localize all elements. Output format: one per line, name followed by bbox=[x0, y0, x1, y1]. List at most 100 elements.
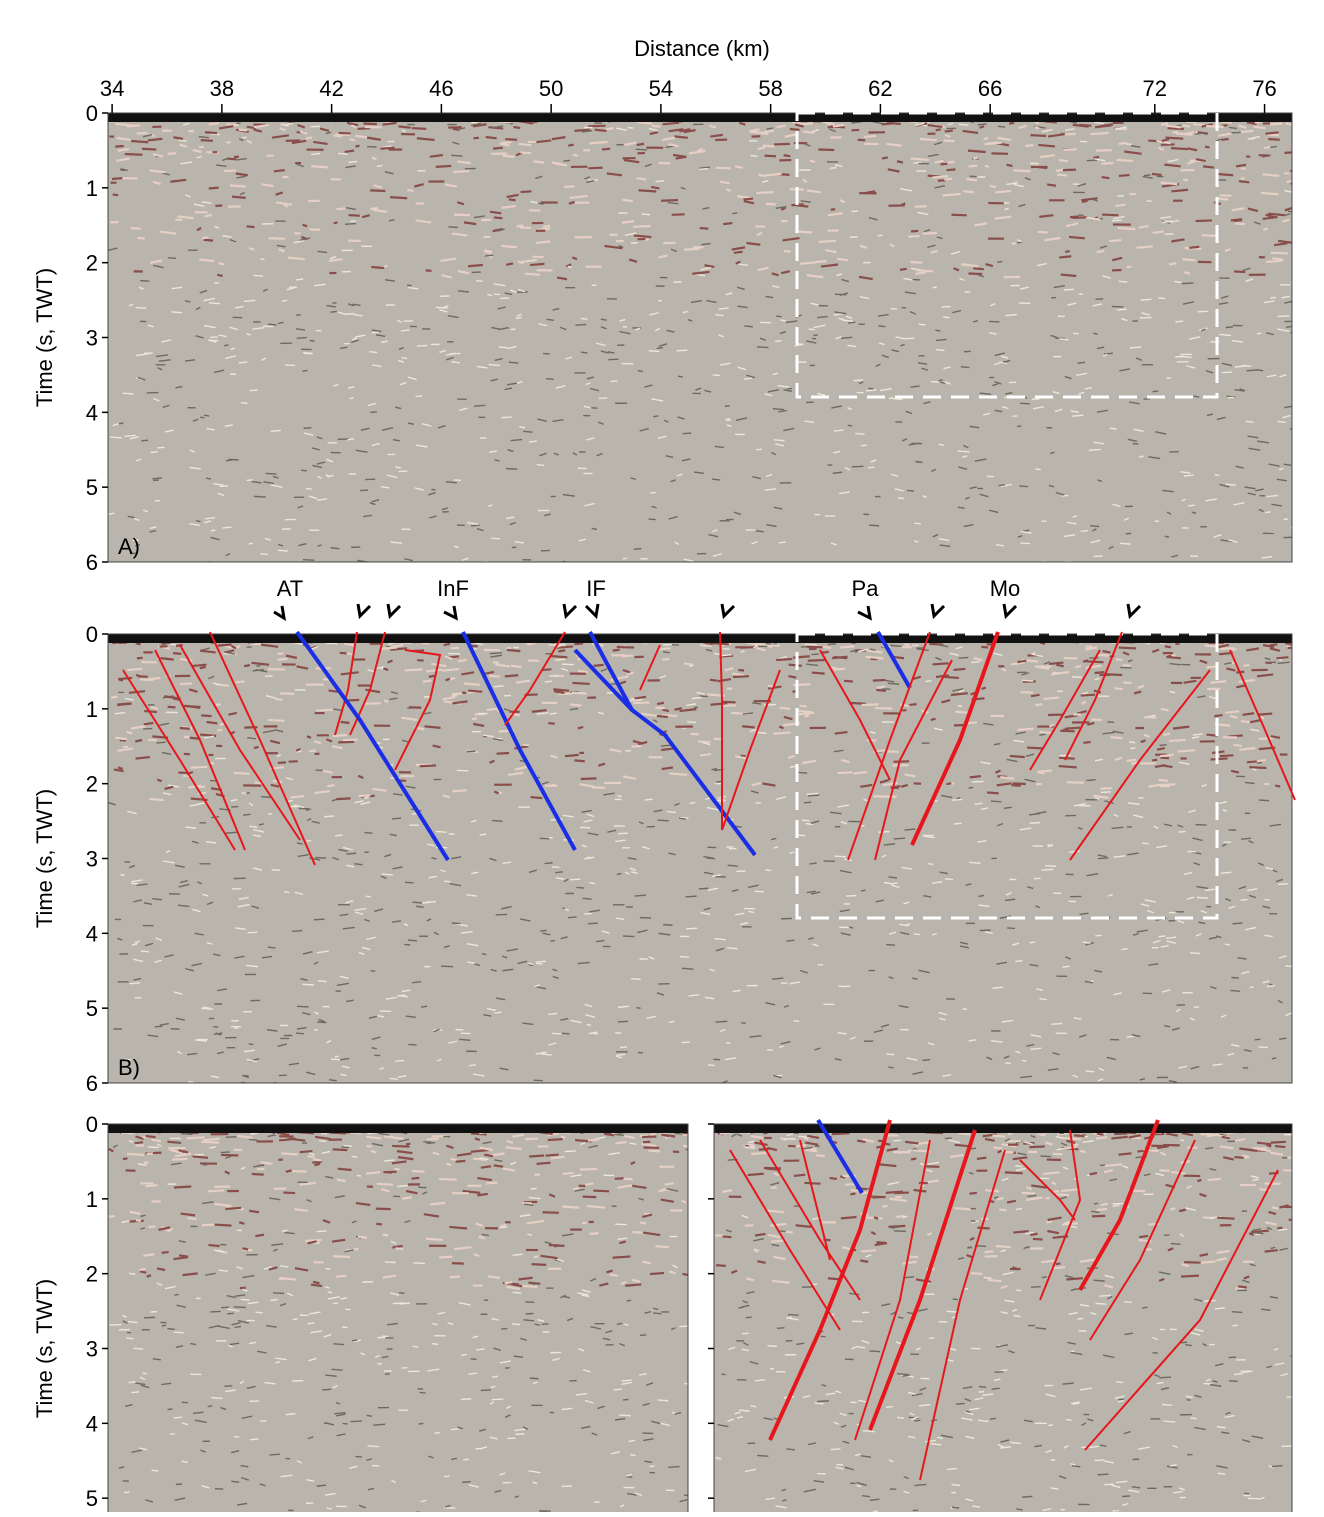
reflector bbox=[183, 1151, 188, 1153]
reflector bbox=[1160, 755, 1174, 756]
reflector bbox=[741, 651, 745, 652]
reflector bbox=[1122, 1496, 1130, 1497]
reflector bbox=[516, 318, 522, 319]
reflector bbox=[345, 314, 355, 315]
reflector bbox=[640, 1222, 646, 1223]
reflector bbox=[426, 1239, 442, 1240]
reflector bbox=[273, 1293, 284, 1294]
reflector bbox=[756, 192, 773, 193]
reflector bbox=[1101, 163, 1113, 164]
reflector bbox=[1053, 673, 1060, 674]
reflector bbox=[685, 896, 696, 897]
seismic-panel bbox=[108, 634, 1303, 1092]
reflector bbox=[234, 1307, 246, 1308]
reflector bbox=[902, 307, 906, 308]
reflector bbox=[548, 1139, 563, 1140]
reflector bbox=[977, 1228, 989, 1229]
reflector bbox=[407, 190, 413, 191]
reflector bbox=[402, 130, 406, 131]
reflector bbox=[127, 669, 142, 670]
reflector bbox=[978, 124, 987, 125]
reflector bbox=[622, 221, 634, 222]
reflector bbox=[249, 1211, 259, 1213]
reflector bbox=[1059, 160, 1068, 161]
reflector bbox=[1022, 680, 1033, 681]
reflector bbox=[1075, 666, 1081, 668]
reflector bbox=[255, 1312, 262, 1313]
reflector bbox=[618, 1021, 628, 1022]
reflector bbox=[371, 267, 384, 268]
reflector bbox=[541, 550, 550, 551]
reflector bbox=[810, 863, 817, 864]
reflector bbox=[209, 123, 219, 124]
reflector bbox=[118, 767, 123, 769]
reflector bbox=[807, 647, 823, 648]
reflector bbox=[187, 1137, 205, 1138]
reflector bbox=[1100, 1295, 1112, 1296]
reflector bbox=[521, 191, 532, 192]
reflector bbox=[561, 1136, 565, 1137]
reflector bbox=[745, 1145, 749, 1146]
reflector bbox=[334, 222, 338, 223]
reflector bbox=[643, 1142, 650, 1143]
reflector bbox=[341, 722, 350, 723]
reflector bbox=[296, 1033, 304, 1034]
reflector bbox=[417, 345, 428, 346]
reflector bbox=[1161, 183, 1178, 185]
reflector bbox=[356, 1456, 363, 1457]
reflector bbox=[276, 1362, 280, 1363]
reflector bbox=[797, 711, 812, 713]
reflector bbox=[270, 1454, 280, 1455]
reflector bbox=[766, 644, 771, 645]
reflector bbox=[894, 1193, 909, 1194]
reflector bbox=[1025, 145, 1033, 146]
reflector bbox=[1188, 505, 1195, 506]
reflector bbox=[529, 1156, 544, 1157]
reflector bbox=[1098, 858, 1108, 859]
reflector bbox=[168, 707, 176, 708]
reflector bbox=[321, 1133, 327, 1134]
reflector bbox=[1166, 656, 1171, 657]
reflector bbox=[216, 704, 221, 705]
reflector bbox=[1091, 133, 1109, 134]
reflector bbox=[482, 954, 486, 955]
reflector bbox=[862, 704, 879, 705]
reflector bbox=[900, 269, 907, 270]
reflector bbox=[511, 666, 522, 667]
reflector bbox=[743, 199, 753, 200]
section-background bbox=[108, 634, 1292, 1083]
reflector bbox=[897, 1417, 904, 1418]
reflector bbox=[220, 486, 228, 487]
reflector bbox=[1069, 237, 1085, 238]
reflector bbox=[387, 1172, 391, 1173]
reflector bbox=[951, 215, 966, 216]
reflector bbox=[450, 1227, 468, 1229]
reflector bbox=[218, 644, 232, 645]
reflector bbox=[206, 478, 211, 479]
reflector bbox=[468, 691, 482, 692]
reflector bbox=[1127, 760, 1136, 761]
reflector bbox=[907, 490, 914, 491]
reflector bbox=[1065, 251, 1069, 252]
reflector bbox=[947, 1468, 957, 1469]
reflector bbox=[311, 1285, 322, 1286]
reflector bbox=[959, 124, 969, 125]
reflector bbox=[310, 340, 315, 341]
reflector bbox=[700, 696, 708, 697]
reflector bbox=[678, 376, 683, 377]
reflector bbox=[1171, 148, 1188, 149]
reflector bbox=[1235, 1157, 1244, 1158]
reflector bbox=[1104, 1484, 1114, 1485]
reflector bbox=[987, 792, 999, 793]
reflector bbox=[961, 367, 970, 368]
reflector bbox=[613, 650, 620, 651]
reflector bbox=[135, 740, 142, 742]
reflector bbox=[608, 359, 618, 360]
reflector bbox=[771, 1187, 777, 1188]
reflector bbox=[322, 1389, 331, 1390]
reflector bbox=[648, 1151, 660, 1152]
reflector bbox=[572, 693, 587, 694]
reflector bbox=[1265, 512, 1270, 513]
reflector bbox=[936, 129, 941, 130]
reflector bbox=[1049, 663, 1063, 664]
